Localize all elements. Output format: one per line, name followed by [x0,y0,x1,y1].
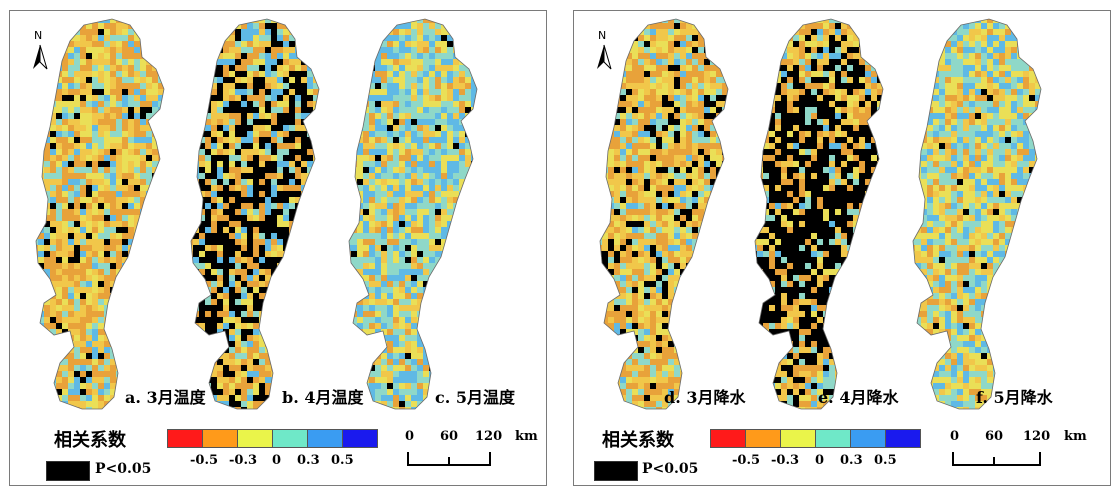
precipitation-maps [599,18,1042,410]
scale-tick: 120 [1023,429,1051,444]
map-outline [35,18,165,410]
legend-color-swatch [851,430,886,447]
scale-bar [952,452,1041,466]
precipitation-panel: N d. 3月降水 e. 4月降水 f. 5月降水 相关系数 -0.5 -0.3… [573,10,1111,486]
legend-color-swatch [273,430,308,447]
correlation-map [191,19,319,409]
legend-color-swatch [168,430,203,447]
legend-color-swatch [308,430,343,447]
scale-tick: 60 [985,429,1004,444]
map-label-c: c. 5月温度 [435,388,516,407]
north-label: N [34,29,43,42]
scale-unit: km [515,429,538,444]
legend-tick: 0.3 [297,453,320,468]
legend-tick: 0.5 [331,453,354,468]
significance-label: P<0.05 [642,461,699,477]
correlation-map [755,19,883,409]
map-label-a: a. 3月温度 [125,388,206,407]
significance-swatch [594,461,638,481]
correlation-map [913,19,1041,409]
correlation-map [36,19,164,409]
legend-title: 相关系数 [54,430,126,451]
map-outline [912,18,1042,410]
map-label-b: b. 4月温度 [282,388,364,407]
map-outline [599,18,729,410]
scale-bar [407,452,491,466]
legend-tick: -0.3 [229,453,258,468]
north-label: N [598,29,607,42]
legend-tick: -0.5 [190,453,219,468]
legend-tick: 0 [815,453,825,468]
correlation-map [600,19,728,409]
significance-swatch [46,461,90,481]
legend-colorbar [710,429,921,448]
correlation-map [349,19,477,409]
map-outline [754,18,884,410]
legend-color-swatch [203,430,238,447]
scale-unit: km [1064,429,1087,444]
temperature-maps [35,18,478,410]
map-outline [348,18,478,410]
scale-tick: 120 [475,429,503,444]
scale-tick: 0 [405,429,415,444]
legend-tick: -0.5 [732,453,761,468]
legend-tick: 0.5 [874,453,897,468]
legend-colorbar [167,429,378,448]
temperature-panel: N a. 3月温度 b. 4月温度 c. 5月温度 相关系数 -0.5 -0.3… [9,10,547,486]
legend-color-swatch [781,430,816,447]
legend-tick: -0.3 [771,453,800,468]
legend-tick: 0 [272,453,282,468]
legend-color-swatch [816,430,851,447]
scale-tick: 60 [440,429,459,444]
map-label-e: e. 4月降水 [818,388,899,407]
north-arrow-icon: N [30,29,50,73]
legend-title: 相关系数 [602,430,674,451]
scale-tick: 0 [950,429,960,444]
legend-color-swatch [711,430,746,447]
map-outline [190,18,320,410]
map-label-f: f. 5月降水 [976,388,1053,407]
legend-color-swatch [343,430,377,447]
significance-label: P<0.05 [95,461,152,477]
legend-color-swatch [238,430,273,447]
legend-color-swatch [886,430,920,447]
north-arrow-icon: N [594,29,614,73]
map-label-d: d. 3月降水 [664,388,746,407]
legend-tick: 0.3 [840,453,863,468]
legend-color-swatch [746,430,781,447]
